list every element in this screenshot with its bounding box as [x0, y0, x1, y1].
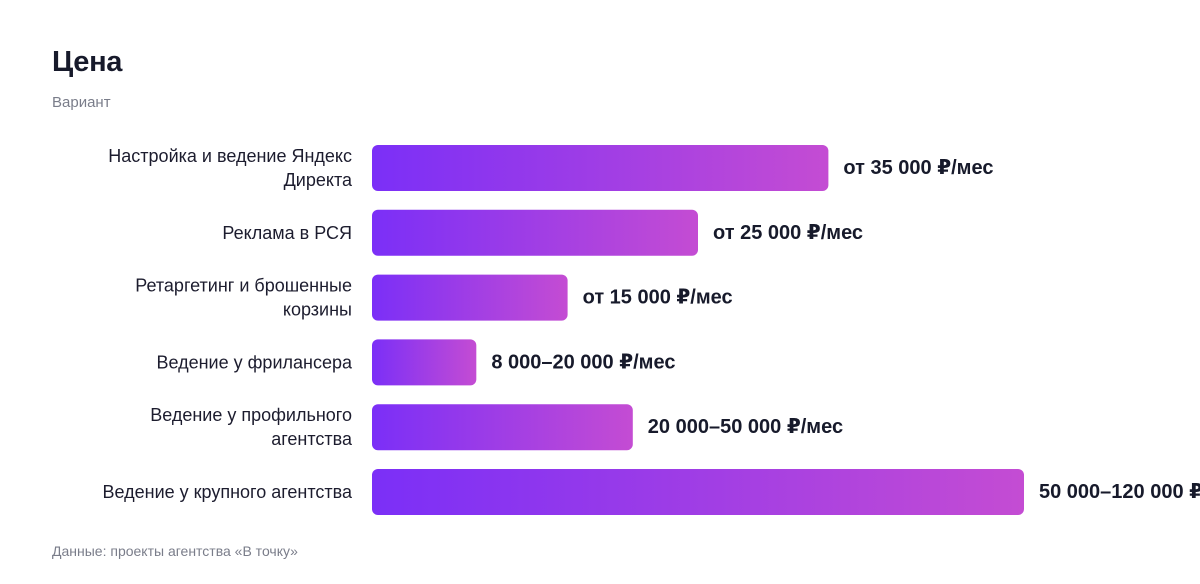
bar-5	[372, 469, 1024, 515]
category-label-2-line-0: Ретаргетинг и брошенные	[135, 276, 352, 296]
chart-subtitle: Вариант	[52, 94, 111, 111]
category-label-2-line-1: корзины	[283, 300, 352, 320]
category-label-4-line-1: агентства	[271, 429, 353, 449]
category-label-0-line-1: Директа	[284, 170, 353, 190]
bar-3	[372, 339, 477, 386]
bars-layer: Настройка и ведение Яндекс Директа от 35 0…	[103, 145, 1200, 515]
category-label-4-line-0: Ведение у профильного	[150, 405, 352, 425]
chart-source-note: Данные: проекты агентства «В точку»	[52, 543, 298, 559]
category-label-5-line-0: Ведение у крупного агентства	[103, 482, 353, 502]
value-label-2: от 15 000 ₽/мес	[583, 287, 733, 309]
value-label-4: 20 000–50 000 ₽/мес	[648, 416, 843, 438]
value-label-3: 8 000–20 000 ₽/мес	[491, 351, 675, 373]
bar-2	[372, 274, 568, 321]
bar-1	[372, 209, 698, 256]
category-label-0-line-0: Настройка и ведение Яндекс	[108, 146, 352, 166]
bar-0	[372, 145, 829, 191]
value-label-0: от 35 000 ₽/мес	[843, 157, 993, 179]
value-label-1: от 25 000 ₽/мес	[713, 222, 863, 244]
category-label-3-line-0: Ведение у фрилансера	[156, 352, 352, 372]
bar-4	[372, 404, 633, 451]
chart-title: Цена	[52, 46, 123, 78]
category-label-1-line-0: Реклама в РСЯ	[222, 223, 352, 243]
value-label-5: 50 000–120 000 ₽/мес	[1039, 481, 1200, 503]
